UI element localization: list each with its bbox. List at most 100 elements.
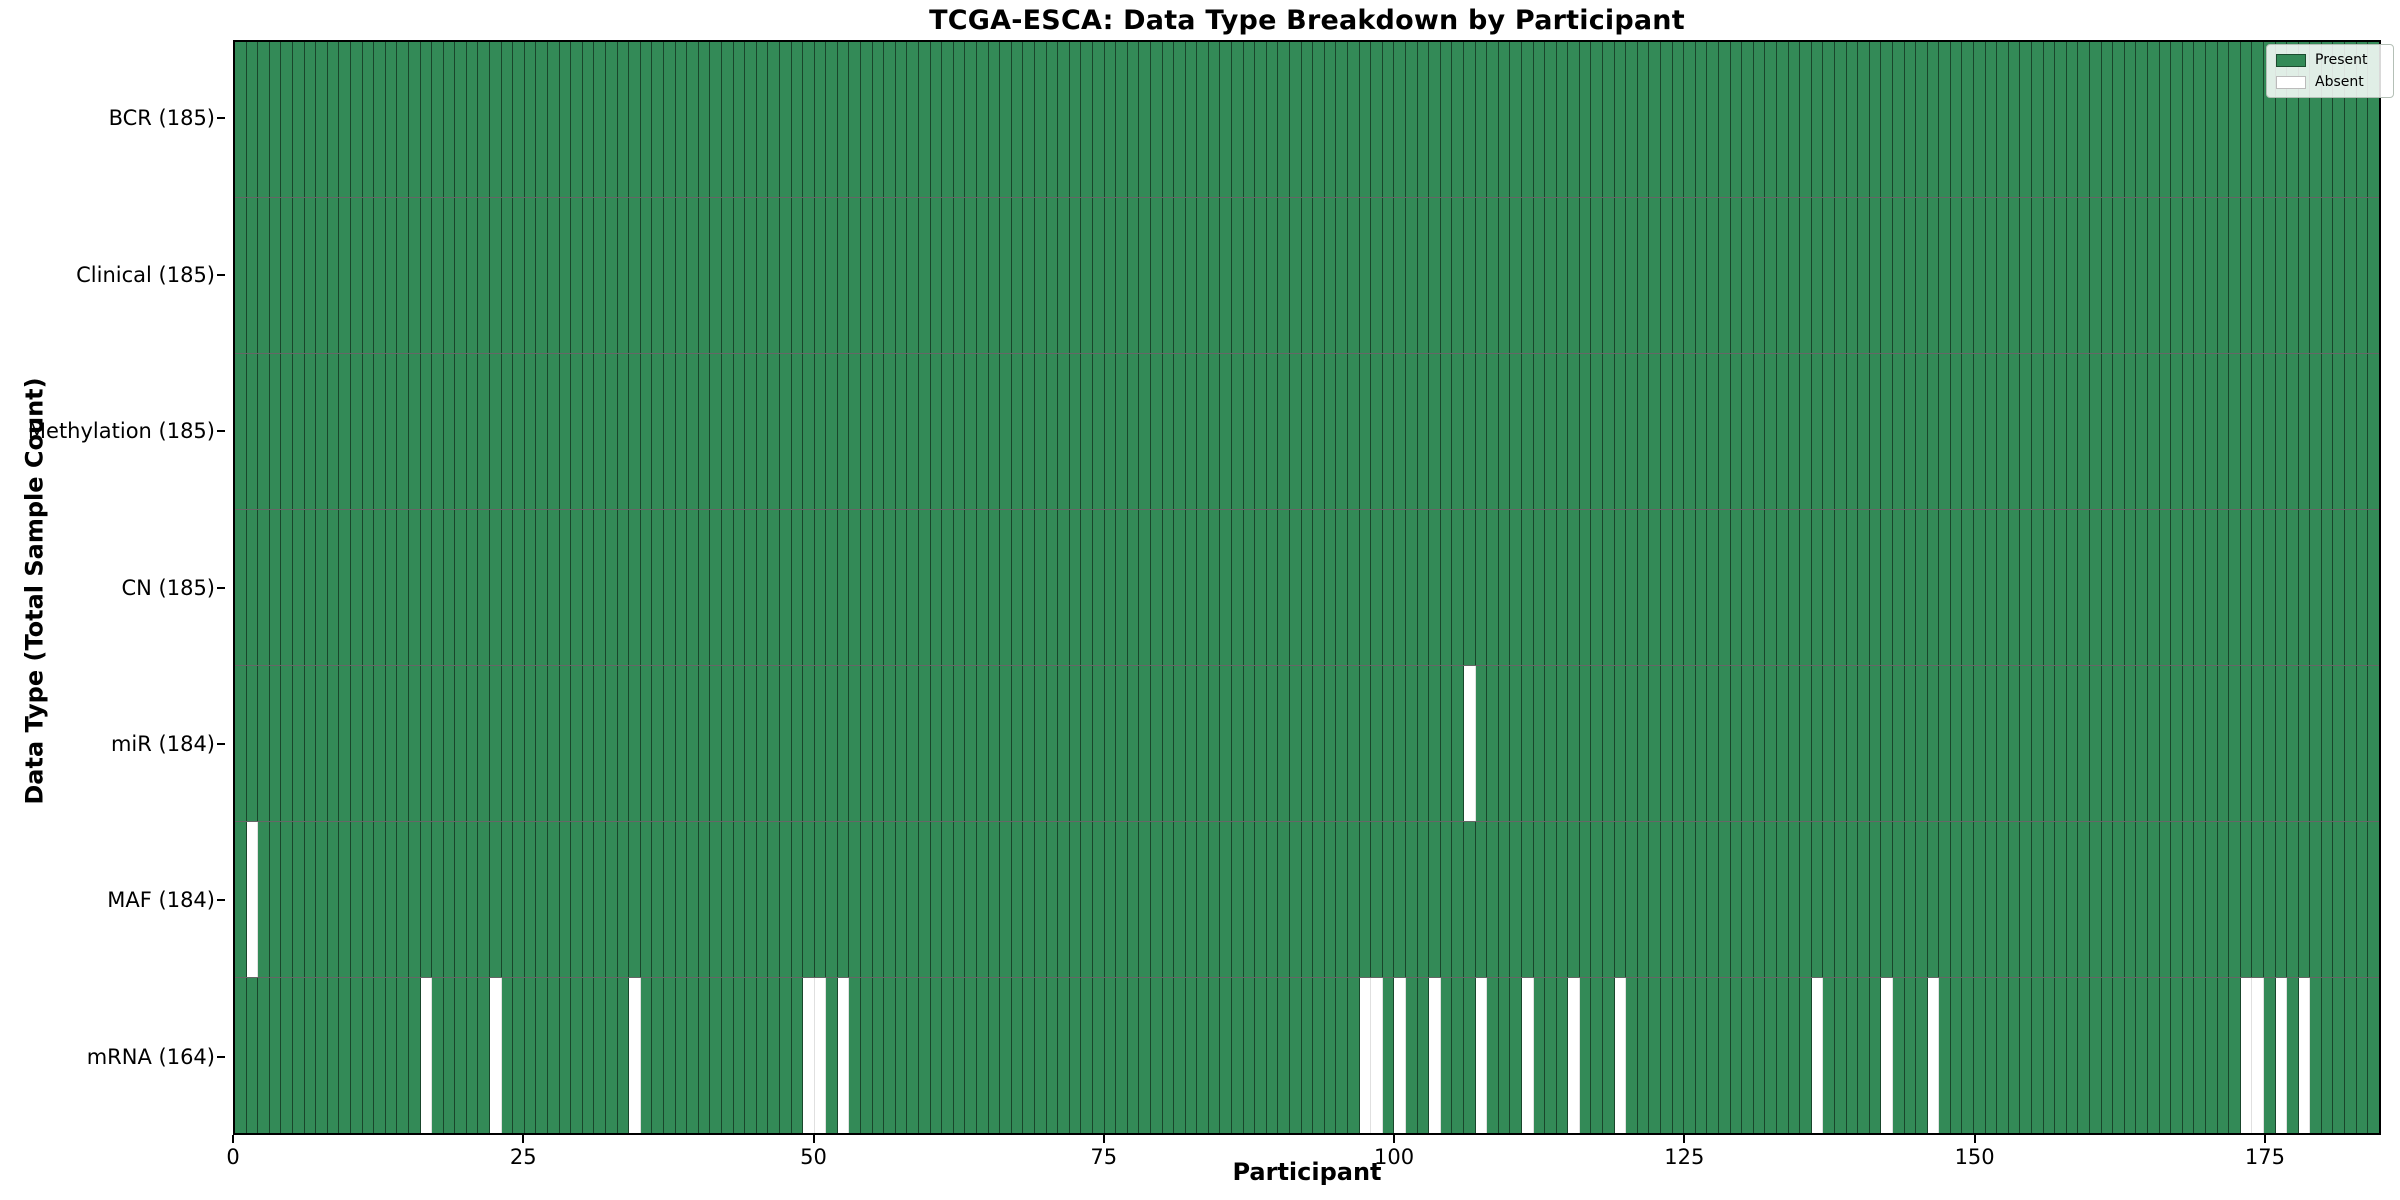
matrix-cell-present	[1069, 978, 1082, 1133]
matrix-cell-present	[1417, 198, 1430, 353]
matrix-cell-present	[1661, 978, 1673, 1133]
matrix-cell-present	[1788, 42, 1801, 197]
matrix-cell-present	[606, 978, 618, 1133]
matrix-cell-present	[617, 510, 630, 665]
matrix-cell-present	[339, 42, 351, 197]
matrix-cell-present	[919, 198, 931, 353]
matrix-cell-present	[1034, 666, 1047, 821]
matrix-cell-present	[756, 198, 769, 353]
matrix-cell-present	[617, 354, 630, 509]
matrix-cell-present	[2345, 42, 2357, 197]
matrix-cell-present	[2356, 198, 2369, 353]
matrix-cell-present	[258, 822, 270, 977]
matrix-cell-present	[385, 510, 398, 665]
matrix-cell-present	[1429, 42, 1441, 197]
matrix-cell-present	[1255, 42, 1267, 197]
matrix-cell-present	[1139, 666, 1151, 821]
matrix-cell-present	[826, 354, 838, 509]
matrix-cell-present	[953, 666, 966, 821]
matrix-cell-present	[919, 510, 931, 665]
matrix-cell-present	[2090, 510, 2102, 665]
matrix-cell-present	[1463, 198, 1476, 353]
matrix-cell-present	[895, 510, 908, 665]
matrix-cell-present	[1313, 822, 1325, 977]
matrix-cell-present	[1487, 42, 1499, 197]
matrix-cell-present	[1811, 354, 1824, 509]
matrix-cell-present	[1950, 42, 1963, 197]
matrix-cell-present	[675, 666, 688, 821]
matrix-cell-present	[1255, 198, 1267, 353]
matrix-cell-present	[1637, 822, 1650, 977]
matrix-cell-present	[2147, 978, 2160, 1133]
matrix-cell-present	[884, 42, 896, 197]
matrix-cell-present	[698, 354, 711, 509]
matrix-cell-present	[1661, 354, 1673, 509]
matrix-cell-present	[1603, 510, 1615, 665]
matrix-cell-present	[1185, 978, 1198, 1133]
matrix-cell-present	[1405, 510, 1418, 665]
matrix-cell-present	[536, 198, 549, 353]
matrix-cell-present	[2020, 42, 2033, 197]
matrix-cell-absent	[2252, 978, 2264, 1133]
matrix-cell-present	[930, 42, 943, 197]
matrix-cell-present	[269, 822, 282, 977]
matrix-cell-present	[524, 198, 537, 353]
matrix-cell-present	[2055, 198, 2067, 353]
matrix-cell-present	[965, 822, 977, 977]
matrix-cell-present	[1950, 978, 1963, 1133]
matrix-cell-present	[2147, 510, 2160, 665]
matrix-row	[235, 198, 2379, 354]
matrix-cell-present	[1104, 198, 1117, 353]
matrix-cell-present	[1533, 42, 1546, 197]
matrix-cell-present	[2171, 666, 2183, 821]
matrix-cell-present	[907, 42, 920, 197]
matrix-cell-present	[1150, 666, 1163, 821]
matrix-cell-present	[1011, 510, 1024, 665]
matrix-cell-present	[1742, 822, 1754, 977]
matrix-cell-present	[2240, 198, 2253, 353]
matrix-cell-present	[1290, 822, 1302, 977]
matrix-cell-present	[408, 42, 421, 197]
matrix-cell-present	[2159, 354, 2172, 509]
matrix-cell-present	[1661, 198, 1673, 353]
matrix-cell-present	[1000, 198, 1012, 353]
matrix-cell-present	[930, 510, 943, 665]
matrix-cell-present	[1220, 354, 1233, 509]
matrix-cell-present	[594, 978, 606, 1133]
matrix-cell-present	[501, 198, 514, 353]
matrix-cell-present	[1452, 666, 1464, 821]
matrix-cell-present	[779, 666, 792, 821]
matrix-cell-present	[849, 978, 862, 1133]
matrix-cell-present	[1637, 510, 1650, 665]
matrix-cell-present	[2101, 198, 2114, 353]
matrix-cell-present	[1127, 510, 1140, 665]
matrix-cell-present	[362, 822, 375, 977]
matrix-cell-present	[1556, 822, 1569, 977]
matrix-cell-present	[988, 198, 1001, 353]
matrix-cell-present	[1081, 198, 1093, 353]
matrix-cell-absent	[1359, 978, 1372, 1133]
matrix-cell-present	[2287, 666, 2299, 821]
matrix-cell-present	[768, 198, 780, 353]
matrix-cell-present	[1753, 822, 1766, 977]
matrix-cell-present	[1498, 354, 1511, 509]
matrix-cell-present	[721, 978, 734, 1133]
matrix-cell-present	[490, 822, 502, 977]
matrix-cell-present	[1892, 666, 1905, 821]
matrix-cell-present	[582, 198, 595, 353]
matrix-cell-present	[1869, 666, 1882, 821]
matrix-cell-present	[1626, 510, 1638, 665]
matrix-cell-present	[1185, 354, 1198, 509]
matrix-cell-present	[884, 978, 896, 1133]
matrix-cell-present	[861, 822, 873, 977]
matrix-cell-present	[2321, 822, 2334, 977]
matrix-cell-present	[617, 42, 630, 197]
matrix-cell-present	[466, 666, 479, 821]
matrix-cell-present	[2356, 822, 2369, 977]
matrix-cell-present	[1000, 42, 1012, 197]
matrix-cell-present	[1463, 978, 1476, 1133]
matrix-cell-present	[1440, 822, 1453, 977]
matrix-cell-present	[478, 510, 491, 665]
matrix-cell-present	[2101, 978, 2114, 1133]
matrix-cell-present	[791, 198, 804, 353]
